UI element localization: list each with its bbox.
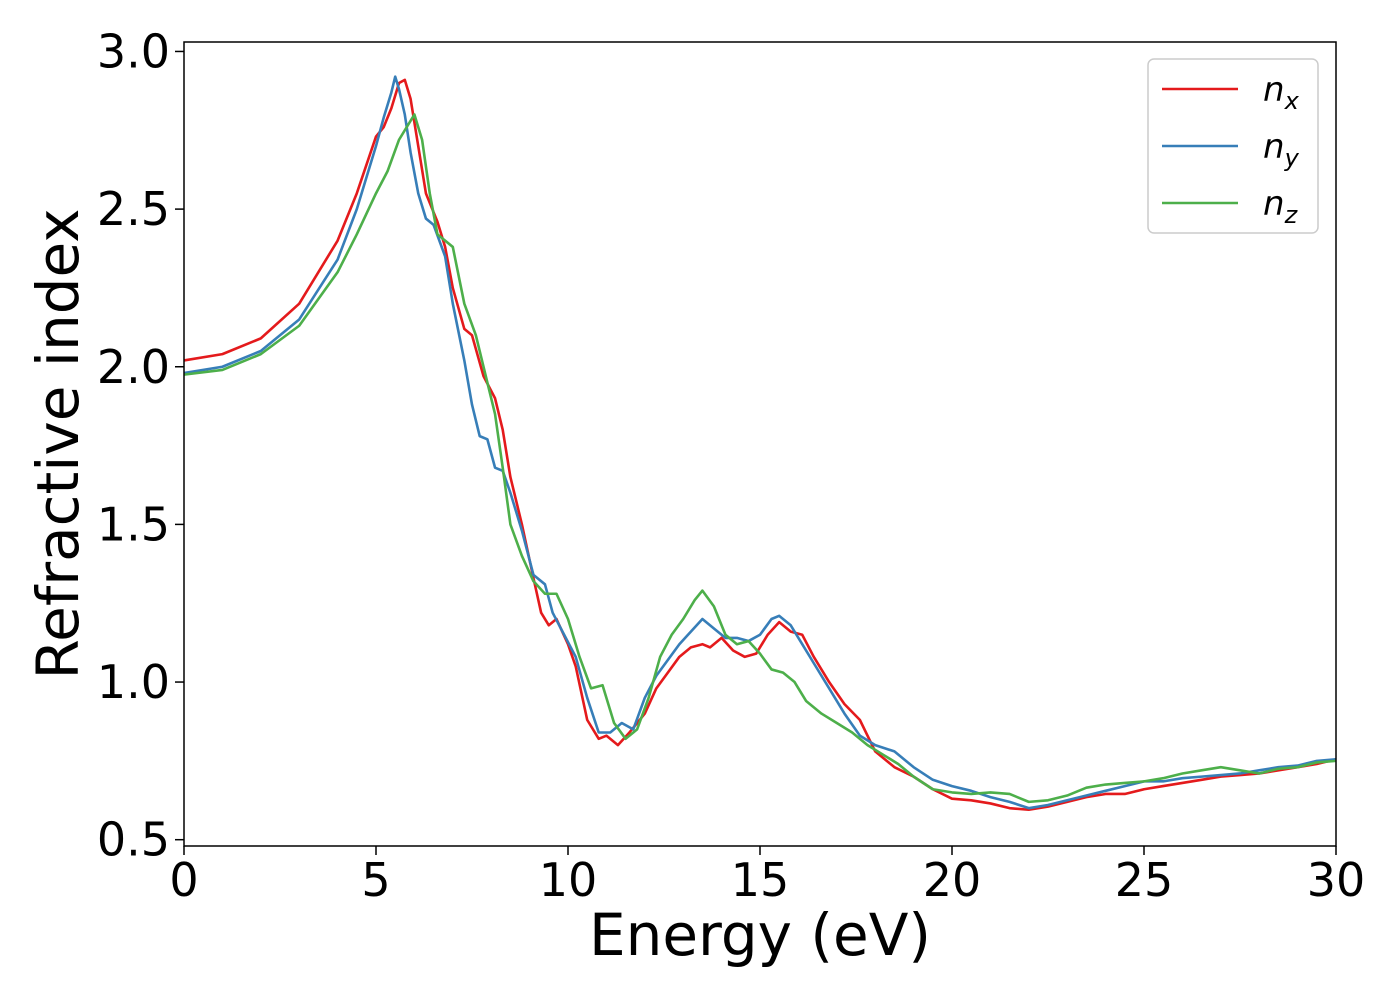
y-tick-label: 1.5 xyxy=(97,497,170,551)
legend: nx ny nz xyxy=(1147,58,1319,234)
x-tick-label: 30 xyxy=(1307,853,1366,907)
y-tick-label: 2.0 xyxy=(97,340,170,394)
series-line-z xyxy=(183,113,1337,804)
x-tick-label: 25 xyxy=(1115,853,1174,907)
series-layer xyxy=(183,75,1337,812)
y-tick-label: 1.0 xyxy=(97,655,170,709)
series-line-y xyxy=(183,75,1337,810)
legend-label-x: nx xyxy=(1263,70,1300,115)
legend-label-y: ny xyxy=(1263,127,1300,172)
y-tick-label: 3.0 xyxy=(97,24,170,78)
y-tick-label: 0.5 xyxy=(97,813,170,867)
legend-label-z: nz xyxy=(1263,184,1299,229)
x-tick-label: 10 xyxy=(539,853,598,907)
y-axis-title: Refractive index xyxy=(24,208,92,679)
x-tick-label: 5 xyxy=(361,853,390,907)
x-tick-label: 20 xyxy=(923,853,982,907)
series-line-x xyxy=(183,78,1337,812)
y-tick-label: 2.5 xyxy=(97,182,170,236)
x-tick-label: 15 xyxy=(731,853,790,907)
x-axis-title: Energy (eV) xyxy=(589,901,931,969)
ticks-layer: 0 5 10 15 20 25 30 0.5 1.0 1.5 2.0 2.5 3.0 xyxy=(97,24,1365,907)
x-tick-label: 0 xyxy=(169,853,198,907)
